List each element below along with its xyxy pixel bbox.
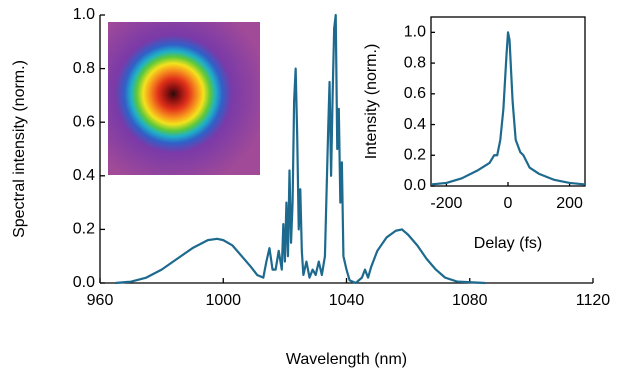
x-tick-label: 1120 [576, 292, 611, 309]
chart: 0.0 0.2 0.4 0.6 0.8 1.0 960 1000 1040 1080 1120 Wav… [0, 0, 617, 375]
y-tick-label: 0.6 [73, 113, 95, 130]
y-axis-label: Spectral intensity (norm.) [11, 60, 28, 238]
beam-profile-image [108, 22, 260, 175]
x-tick-label: 960 [87, 292, 114, 309]
x-tick-label: 200 [556, 195, 583, 212]
y-tick-label: 0.2 [73, 221, 95, 238]
y-tick-label: 0.8 [73, 60, 95, 77]
y-tick-label: 0.4 [404, 116, 426, 133]
y-axis-label: Intensity (norm.) [363, 44, 380, 160]
x-axis-label: Delay (fs) [474, 235, 542, 252]
y-tick-label: 0.8 [404, 54, 426, 71]
y-tick-label: 0.0 [404, 177, 426, 194]
x-tick-label: 1040 [329, 292, 365, 309]
x-tick-label: 0 [504, 195, 513, 212]
y-tick-label: 0.2 [404, 146, 426, 163]
x-tick-label: 1080 [452, 292, 488, 309]
y-tick-label: 0.6 [404, 85, 426, 102]
y-tick-label: 1.0 [73, 6, 95, 23]
y-tick-label: 0.0 [73, 274, 95, 291]
x-tick-label: -200 [430, 195, 462, 212]
y-tick-label: 0.4 [73, 167, 95, 184]
x-tick-label: 1000 [205, 292, 241, 309]
x-axis-label: Wavelength (nm) [286, 351, 407, 368]
y-tick-label: 1.0 [404, 24, 426, 41]
